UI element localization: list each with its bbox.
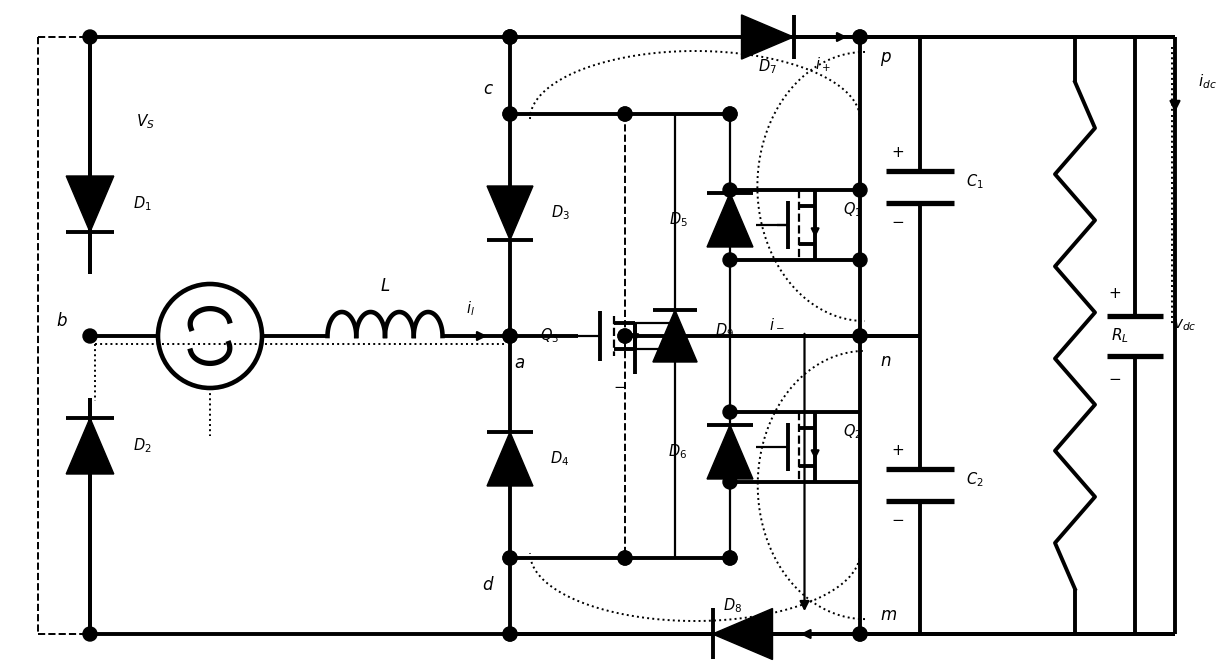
Text: $c$: $c$ [482, 81, 493, 99]
Polygon shape [707, 425, 753, 479]
Text: $i_-$: $i_-$ [769, 317, 785, 331]
Text: $p$: $p$ [880, 50, 892, 68]
Text: $R_L$: $R_L$ [1111, 327, 1129, 345]
Text: $d$: $d$ [482, 576, 494, 594]
Circle shape [503, 627, 517, 641]
Text: $D_4$: $D_4$ [551, 450, 569, 468]
Text: $a$: $a$ [514, 355, 525, 372]
Polygon shape [742, 15, 793, 59]
Text: $-$: $-$ [1109, 370, 1121, 384]
Text: $n$: $n$ [880, 353, 891, 370]
Text: $-$: $-$ [891, 512, 905, 526]
Circle shape [853, 627, 867, 641]
Circle shape [503, 551, 517, 565]
Circle shape [83, 329, 97, 343]
Circle shape [853, 329, 867, 343]
Text: $C_2$: $C_2$ [966, 470, 984, 489]
Circle shape [853, 183, 867, 197]
Text: $V_S$: $V_S$ [136, 113, 154, 131]
Text: $Q_2$: $Q_2$ [843, 423, 862, 442]
Circle shape [723, 551, 737, 565]
Circle shape [503, 329, 517, 343]
Text: $D_3$: $D_3$ [551, 204, 569, 222]
Circle shape [618, 551, 632, 565]
Text: $+$: $+$ [891, 444, 905, 458]
Text: $i_l$: $i_l$ [465, 300, 475, 319]
Circle shape [618, 329, 632, 343]
Text: $Q_3$: $Q_3$ [541, 327, 559, 345]
Circle shape [503, 551, 517, 565]
Circle shape [503, 627, 517, 641]
Circle shape [618, 107, 632, 121]
Text: $i_+$: $i_+$ [815, 56, 830, 75]
Polygon shape [652, 310, 698, 362]
Circle shape [723, 107, 737, 121]
Circle shape [853, 30, 867, 44]
Text: $D_8$: $D_8$ [723, 597, 742, 616]
Circle shape [853, 30, 867, 44]
Text: $-$: $-$ [891, 214, 905, 228]
Text: $D_1$: $D_1$ [132, 195, 152, 213]
Circle shape [723, 405, 737, 419]
Circle shape [853, 627, 867, 641]
Circle shape [723, 475, 737, 489]
Text: $D_6$: $D_6$ [668, 443, 688, 462]
Polygon shape [66, 176, 114, 232]
Circle shape [83, 627, 97, 641]
Text: $C_1$: $C_1$ [966, 172, 984, 191]
Text: $+$: $+$ [1109, 286, 1121, 300]
Circle shape [853, 253, 867, 267]
Circle shape [723, 183, 737, 197]
Circle shape [503, 30, 517, 44]
Text: $D_5$: $D_5$ [668, 210, 688, 229]
Circle shape [618, 551, 632, 565]
Circle shape [83, 30, 97, 44]
Polygon shape [487, 432, 532, 486]
Text: $D_9$: $D_9$ [716, 322, 734, 340]
Text: $L$: $L$ [379, 278, 390, 294]
Circle shape [503, 107, 517, 121]
Text: $D_7$: $D_7$ [758, 58, 777, 77]
Circle shape [503, 30, 517, 44]
Polygon shape [712, 609, 772, 659]
Circle shape [853, 329, 867, 343]
Text: $m$: $m$ [880, 607, 897, 624]
Text: $v_{dc}$: $v_{dc}$ [1174, 318, 1197, 333]
Text: $Q_1$: $Q_1$ [843, 201, 862, 219]
Circle shape [503, 329, 517, 343]
Circle shape [503, 30, 517, 44]
Polygon shape [487, 186, 532, 240]
Circle shape [723, 107, 737, 121]
Text: $D_2$: $D_2$ [132, 437, 152, 456]
Circle shape [618, 329, 632, 343]
Text: $+$: $+$ [891, 146, 905, 159]
Polygon shape [707, 193, 753, 247]
Circle shape [503, 107, 517, 121]
Polygon shape [66, 418, 114, 474]
Text: $-$: $-$ [613, 379, 627, 393]
Circle shape [618, 107, 632, 121]
Circle shape [723, 253, 737, 267]
Text: $i_{dc}$: $i_{dc}$ [1197, 73, 1217, 91]
Text: $b$: $b$ [56, 312, 67, 330]
Circle shape [503, 329, 517, 343]
Circle shape [723, 551, 737, 565]
